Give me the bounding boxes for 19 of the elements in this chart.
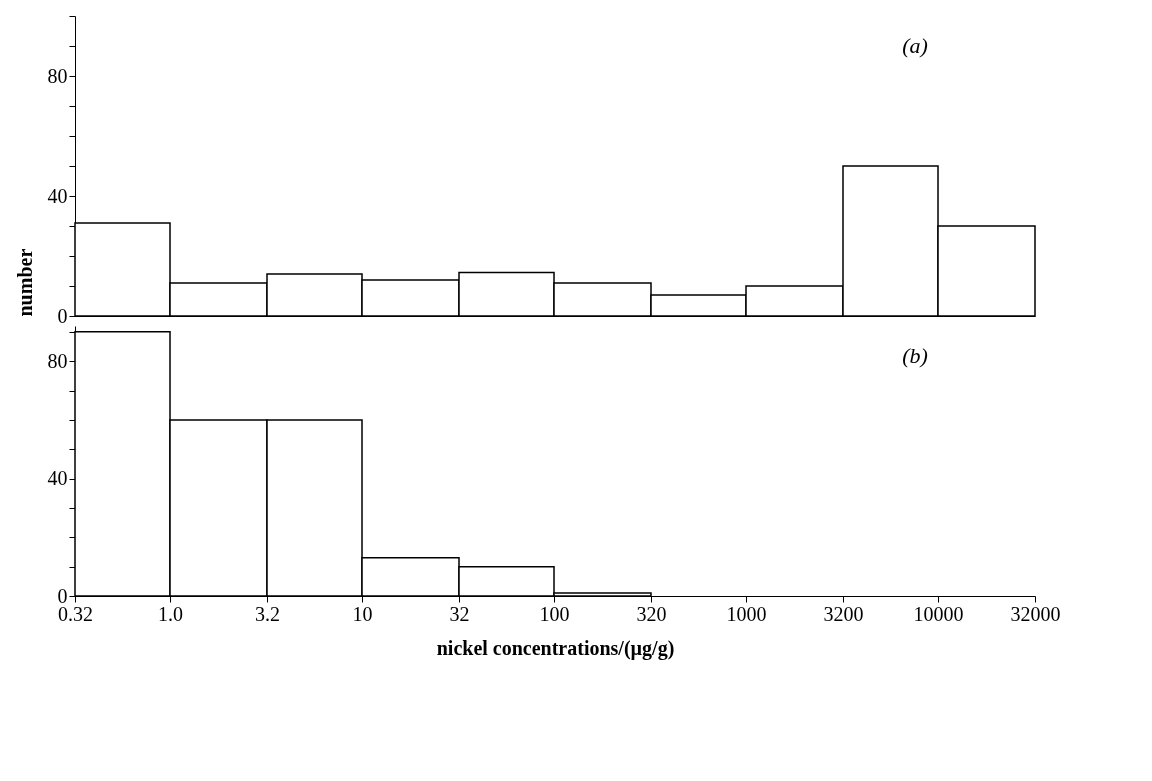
y-tick-label: 40	[47, 184, 68, 207]
x-tick-label: 320	[636, 602, 667, 625]
y-tick-label: 0	[57, 304, 68, 327]
y-tick-label: 40	[47, 467, 68, 490]
x-tick-label: 100	[539, 602, 570, 625]
y-axis-title: number	[13, 248, 36, 317]
annotation: (b)	[902, 343, 928, 368]
x-tick-label: 32000	[1010, 602, 1061, 625]
x-tick-label: 10000	[913, 602, 964, 625]
annotation: (a)	[902, 33, 928, 58]
y-tick-label: 80	[47, 349, 68, 372]
x-tick-label: 3.2	[255, 602, 280, 625]
x-axis-title: nickel concentrations/(µg/g)	[436, 636, 675, 660]
x-tick-label: 1.0	[158, 602, 184, 625]
x-tick-label: 32	[449, 602, 470, 625]
y-tick-label: 80	[47, 64, 68, 87]
x-tick-label: 10	[352, 602, 373, 625]
x-tick-label: 1000	[726, 602, 767, 625]
x-tick-label: 3200	[823, 602, 864, 625]
